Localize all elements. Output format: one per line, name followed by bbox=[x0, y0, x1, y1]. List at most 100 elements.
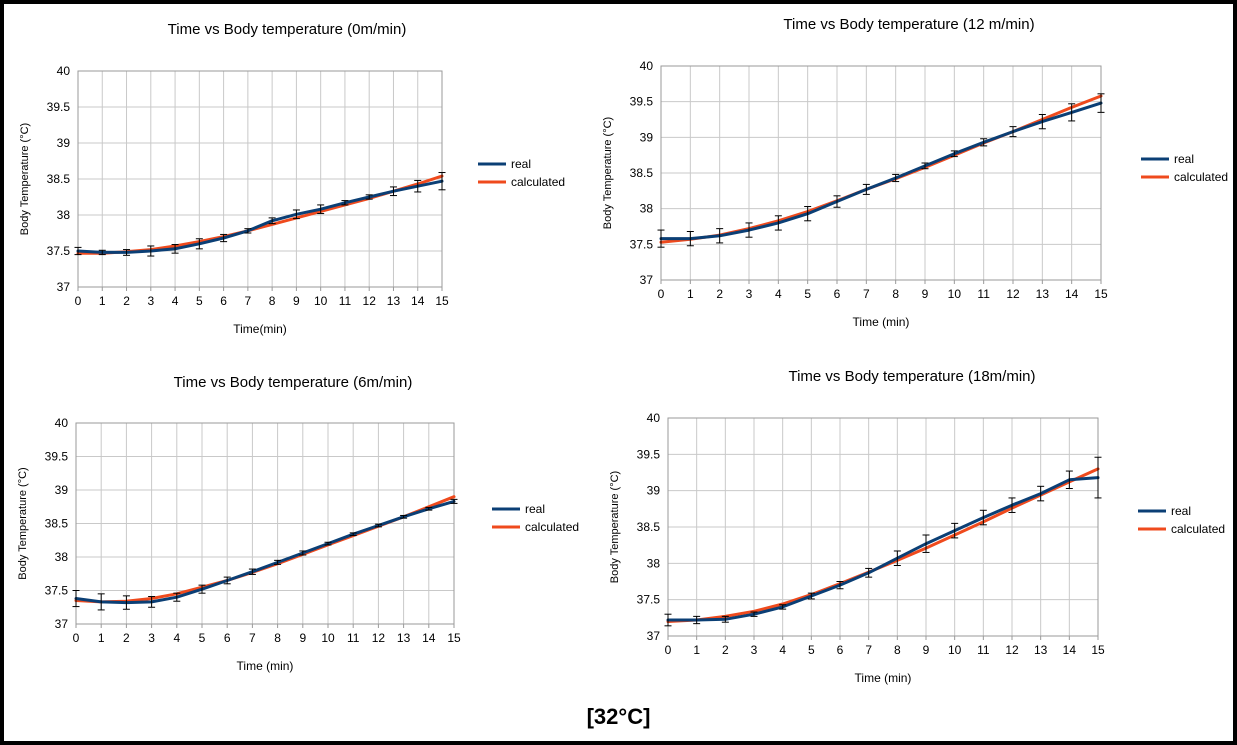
error-bar bbox=[365, 194, 373, 200]
x-tick-label: 8 bbox=[894, 643, 901, 657]
error-bar bbox=[1038, 114, 1046, 130]
chart-svg: Time vs Body temperature (6m/min)3737.53… bbox=[17, 374, 579, 673]
plot-area-border bbox=[660, 65, 1102, 281]
error-bar bbox=[450, 498, 458, 504]
error-bar bbox=[865, 567, 873, 578]
error-bar bbox=[374, 523, 382, 528]
y-tick-label: 39.5 bbox=[47, 100, 71, 114]
y-tick-label: 40 bbox=[640, 59, 654, 73]
x-tick-label: 10 bbox=[321, 631, 335, 645]
y-tick-label: 38.5 bbox=[45, 517, 69, 531]
x-tick-label: 3 bbox=[751, 643, 758, 657]
error-bar bbox=[274, 559, 282, 565]
x-tick-label: 6 bbox=[224, 631, 231, 645]
error-bar bbox=[693, 615, 701, 625]
x-axis-label: Time (min) bbox=[237, 659, 294, 673]
plot-area-border bbox=[75, 422, 455, 625]
error-bar bbox=[244, 228, 252, 234]
error-bar bbox=[414, 179, 422, 193]
x-tick-label: 0 bbox=[75, 294, 82, 308]
x-tick-label: 11 bbox=[347, 631, 360, 645]
x-tick-label: 2 bbox=[716, 287, 723, 301]
x-tick-label: 1 bbox=[98, 631, 105, 645]
y-tick-label: 40 bbox=[55, 416, 69, 430]
x-tick-label: 3 bbox=[746, 287, 753, 301]
x-tick-label: 15 bbox=[435, 294, 449, 308]
legend-label-calculated: calculated bbox=[1174, 170, 1228, 184]
x-tick-label: 3 bbox=[148, 631, 155, 645]
error-bar bbox=[1008, 497, 1016, 513]
x-tick-label: 8 bbox=[892, 287, 899, 301]
y-tick-label: 39.5 bbox=[637, 447, 661, 461]
x-tick-label: 3 bbox=[147, 294, 154, 308]
error-bar bbox=[171, 244, 179, 254]
chart-title: Time vs Body temperature (18m/min) bbox=[788, 368, 1035, 385]
x-tick-label: 12 bbox=[363, 294, 377, 308]
error-bar bbox=[123, 249, 131, 256]
x-axis-label: Time(min) bbox=[233, 322, 287, 336]
y-tick-label: 39 bbox=[640, 130, 654, 144]
error-bar bbox=[97, 593, 105, 611]
error-bar bbox=[951, 522, 959, 539]
x-tick-label: 9 bbox=[299, 631, 306, 645]
x-tick-label: 14 bbox=[1063, 643, 1077, 657]
x-tick-label: 5 bbox=[196, 294, 203, 308]
legend-label-real: real bbox=[511, 157, 531, 171]
x-tick-label: 9 bbox=[922, 287, 929, 301]
error-bar bbox=[248, 568, 256, 575]
x-tick-label: 6 bbox=[837, 643, 844, 657]
y-tick-label: 37.5 bbox=[45, 584, 69, 598]
error-bar bbox=[979, 509, 987, 526]
legend-label-real: real bbox=[1171, 504, 1191, 518]
error-bar bbox=[292, 209, 300, 220]
legend-label-real: real bbox=[1174, 152, 1194, 166]
x-tick-label: 5 bbox=[808, 643, 815, 657]
series-line-real bbox=[659, 101, 1103, 241]
x-tick-label: 2 bbox=[123, 631, 130, 645]
error-bar bbox=[223, 576, 231, 585]
error-bar bbox=[716, 228, 724, 244]
y-tick-label: 39.5 bbox=[630, 95, 654, 109]
legend-label-calculated: calculated bbox=[511, 175, 565, 189]
x-tick-label: 12 bbox=[1006, 287, 1020, 301]
x-tick-label: 13 bbox=[387, 294, 401, 308]
legend-label-calculated: calculated bbox=[1171, 522, 1225, 536]
error-bar bbox=[198, 584, 206, 594]
legend: real calculated bbox=[492, 502, 579, 534]
error-bar bbox=[922, 534, 930, 553]
error-bar bbox=[72, 590, 80, 608]
error-bar bbox=[148, 596, 156, 608]
y-tick-label: 37.5 bbox=[47, 244, 71, 258]
legend: real calculated bbox=[478, 157, 565, 189]
error-bar bbox=[299, 550, 307, 556]
error-bar bbox=[1094, 456, 1102, 499]
x-tick-label: 12 bbox=[372, 631, 386, 645]
x-axis-label: Time (min) bbox=[853, 315, 910, 329]
chart-panel-6m-per-min: Time vs Body temperature (6m/min) 37 37.5 3… bbox=[12, 369, 602, 714]
error-bar bbox=[980, 138, 988, 147]
x-tick-label: 0 bbox=[665, 643, 672, 657]
x-tick-label: 6 bbox=[834, 287, 841, 301]
error-bar bbox=[774, 215, 782, 231]
x-tick-label: 15 bbox=[1094, 287, 1108, 301]
y-axis-label: Body Temperature (°C) bbox=[17, 467, 29, 579]
chart-title: Time vs Body temperature (0m/min) bbox=[168, 21, 407, 38]
chart-svg: Time vs Body temperature (18m/min)3737.5… bbox=[609, 368, 1225, 685]
error-bar bbox=[389, 186, 397, 197]
y-axis-label: Body Temperature (°C) bbox=[602, 117, 614, 229]
legend-label-real: real bbox=[525, 502, 545, 516]
error-bar bbox=[836, 581, 844, 590]
series-line-calculated bbox=[74, 495, 456, 604]
x-tick-label: 11 bbox=[339, 294, 352, 308]
y-tick-label: 38.5 bbox=[637, 520, 661, 534]
x-tick-label: 4 bbox=[775, 287, 782, 301]
error-bar bbox=[122, 595, 130, 610]
y-tick-label: 38 bbox=[57, 208, 71, 222]
y-tick-label: 37 bbox=[647, 629, 661, 643]
y-tick-label: 39 bbox=[55, 483, 69, 497]
series-line-calculated bbox=[659, 94, 1103, 244]
x-tick-label: 15 bbox=[1091, 643, 1105, 657]
error-bar bbox=[750, 611, 758, 617]
x-tick-label: 7 bbox=[245, 294, 252, 308]
